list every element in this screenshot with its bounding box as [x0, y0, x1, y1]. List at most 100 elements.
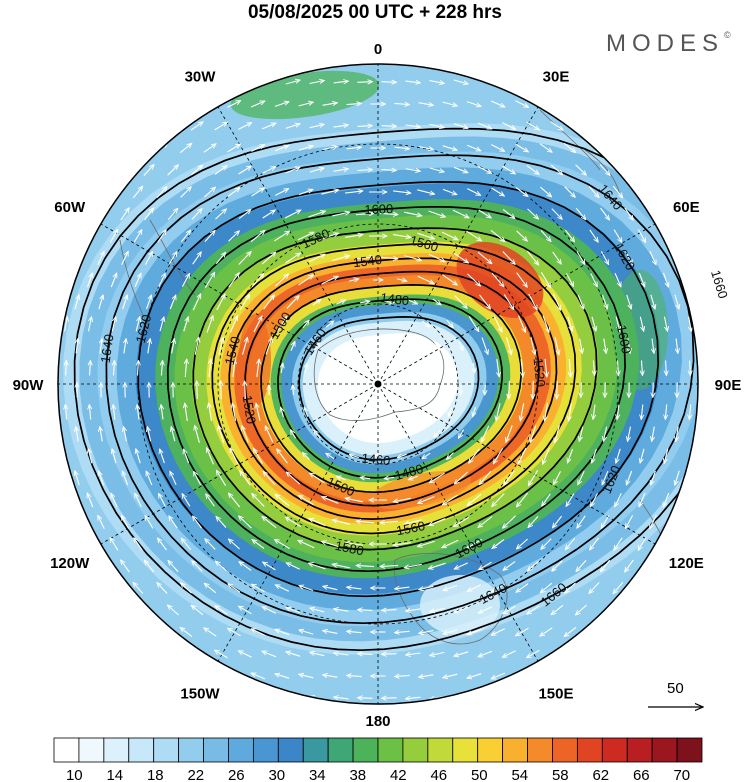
wind-vector — [540, 272, 550, 287]
wind-vector — [516, 492, 529, 507]
wind-vector — [241, 337, 248, 355]
wind-vector — [265, 338, 272, 355]
wind-vector — [430, 651, 445, 655]
wind-vector — [323, 586, 338, 591]
wind-vector — [251, 144, 264, 152]
wind-vector — [478, 606, 493, 614]
longitude-label: 120W — [50, 555, 90, 572]
wind-vector — [194, 471, 201, 485]
colorbar-swatch — [53, 737, 80, 763]
wind-vector — [690, 360, 691, 376]
wind-vector — [542, 493, 551, 506]
wind-vector — [195, 425, 200, 443]
wind-vector — [215, 606, 228, 615]
wind-vector — [110, 493, 118, 508]
wind-vector — [428, 253, 445, 263]
wind-vector — [285, 167, 300, 174]
wind-vector — [616, 448, 621, 463]
wind-vector — [159, 493, 166, 507]
wind-vector — [393, 234, 411, 238]
svg-text:1520: 1520 — [240, 394, 259, 425]
colorbar-swatch — [601, 737, 628, 763]
wind-vector — [356, 521, 375, 523]
wind-vector — [192, 252, 202, 265]
wind-vector — [285, 517, 301, 528]
longitude-label: 90W — [13, 377, 45, 394]
wind-vector — [566, 493, 575, 507]
wind-vector — [310, 608, 325, 613]
wind-vector — [332, 564, 350, 569]
wind-vector — [379, 213, 398, 214]
contour-label: 1560 — [395, 518, 426, 538]
wind-vector — [134, 538, 143, 551]
wind-vector — [577, 470, 585, 485]
colorbar-swatch — [252, 737, 279, 763]
wind-vector — [477, 251, 492, 264]
wind-vector — [180, 230, 190, 243]
wind-vector — [443, 673, 458, 678]
wind-vector — [263, 471, 276, 486]
wind-vector — [432, 298, 441, 305]
wind-vector — [614, 272, 622, 287]
wind-vector — [229, 448, 239, 465]
wind-vector — [481, 337, 488, 355]
wind-vector — [347, 587, 362, 589]
wind-vector — [182, 494, 191, 507]
wind-vector — [100, 427, 103, 442]
wind-vector — [406, 653, 421, 655]
svg-text:1600: 1600 — [364, 201, 393, 217]
wind-vector — [345, 498, 363, 503]
wind-vector — [393, 543, 411, 546]
wind-vector — [323, 675, 338, 677]
colorbar-tick-label: 50 — [471, 767, 488, 782]
wind-vector — [209, 403, 213, 421]
wind-vector — [285, 253, 301, 264]
wind-vector — [429, 81, 445, 84]
contour-label: 1460 — [361, 450, 391, 468]
wind-vector — [493, 448, 504, 463]
wind-vector — [664, 448, 669, 464]
wind-vector — [676, 426, 678, 442]
wind-vector — [545, 358, 547, 377]
wind-vector — [477, 122, 492, 129]
wind-vector — [281, 363, 283, 373]
longitude-label: 90E — [715, 377, 742, 394]
wind-vector — [540, 230, 551, 241]
wind-vector — [221, 381, 222, 400]
wind-vector — [216, 516, 227, 528]
wind-vector — [405, 125, 421, 127]
colorbar-swatch — [377, 737, 404, 763]
colorbar-tick-label: 66 — [633, 767, 650, 782]
wind-vector — [600, 207, 610, 220]
wind-vector — [238, 209, 251, 220]
wind-vector — [443, 584, 458, 591]
wind-vector — [332, 212, 350, 217]
wind-vector — [417, 232, 434, 239]
wind-vector — [453, 252, 469, 263]
wind-vector — [479, 294, 491, 309]
wind-vector — [100, 339, 102, 354]
wind-vector — [99, 471, 104, 486]
wind-vector — [285, 124, 300, 129]
wind-vector — [309, 124, 325, 129]
colorbar-tick-label: 54 — [511, 767, 528, 782]
wind-vector — [251, 628, 266, 636]
longitude-labels: 0 30E 60E 90E 120E 150E 180 150W 120W 90W 60W 30W — [13, 41, 742, 730]
wind-vector — [651, 470, 656, 485]
wind-vector — [197, 381, 198, 400]
wind-vector — [539, 143, 552, 153]
wind-vector — [204, 187, 215, 198]
wind-vector — [323, 631, 338, 634]
wind-vector — [675, 470, 680, 485]
vector-reference-label: 50 — [667, 680, 684, 697]
wind-vector — [526, 250, 538, 265]
wind-vector — [322, 103, 338, 106]
wind-vector — [552, 515, 563, 528]
wind-vector — [146, 471, 153, 486]
contour-label: 1540 — [352, 252, 383, 270]
wind-vector — [190, 165, 202, 176]
wind-vector — [355, 257, 374, 259]
wind-vector — [467, 493, 482, 505]
wind-vector — [326, 453, 335, 460]
wind-vector — [228, 493, 241, 508]
